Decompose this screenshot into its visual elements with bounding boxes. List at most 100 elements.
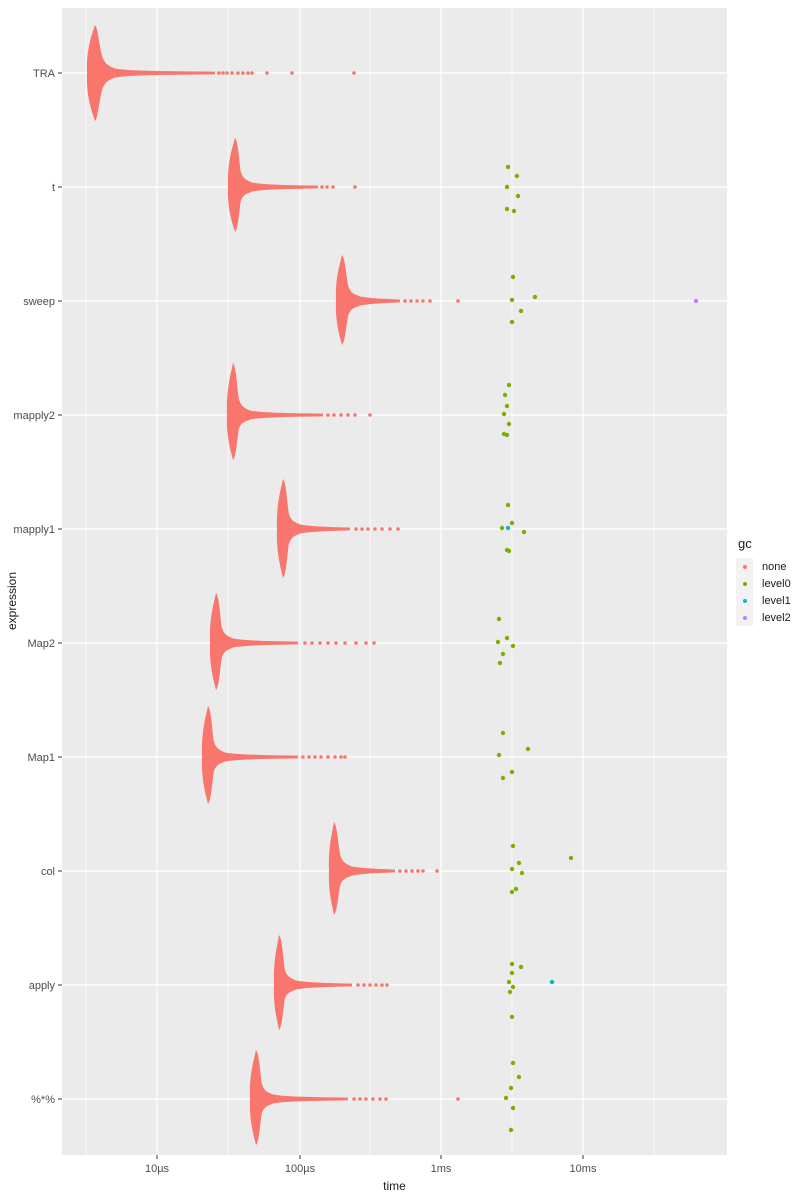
gc-dot-level0 bbox=[509, 889, 515, 895]
tail-dot bbox=[421, 869, 425, 873]
gc-dot-level0 bbox=[510, 843, 516, 849]
legend-key bbox=[736, 575, 753, 592]
tail-dot bbox=[319, 755, 323, 759]
tail-dot bbox=[246, 71, 250, 75]
tail-dot bbox=[421, 299, 425, 303]
x-tick-label: 10µs bbox=[145, 1163, 170, 1175]
tail-dot bbox=[303, 641, 307, 645]
tail-dot bbox=[307, 755, 311, 759]
tail-dot bbox=[356, 983, 360, 987]
gc-dot-level0 bbox=[518, 964, 524, 970]
tail-dot bbox=[236, 71, 240, 75]
legend-label: level0 bbox=[762, 577, 791, 590]
gc-dot-level0 bbox=[507, 989, 513, 995]
tail-dot bbox=[221, 71, 225, 75]
tail-dot bbox=[456, 1097, 460, 1101]
x-axis-title: time bbox=[383, 1179, 406, 1193]
gc-dot-level0 bbox=[513, 886, 519, 892]
tail-dot bbox=[334, 641, 338, 645]
gc-dot-level0 bbox=[525, 746, 531, 752]
gc-dot-level0 bbox=[518, 308, 524, 314]
gc-dot-level0 bbox=[495, 639, 501, 645]
violin-t bbox=[227, 138, 318, 232]
legend-dot-icon bbox=[742, 564, 747, 569]
tail-dot bbox=[403, 299, 407, 303]
legend-items: none level0 level1 level2 bbox=[736, 558, 791, 626]
tail-dot bbox=[217, 71, 221, 75]
tail-dot bbox=[241, 71, 245, 75]
legend-title: gc bbox=[738, 536, 752, 551]
tail-dot bbox=[333, 755, 337, 759]
tail-dot bbox=[428, 299, 432, 303]
tail-dot bbox=[325, 185, 329, 189]
gc-dot-level0 bbox=[510, 1060, 516, 1066]
tail-dot bbox=[352, 1097, 356, 1101]
tail-dot bbox=[416, 869, 420, 873]
gc-dot-level1 bbox=[549, 979, 555, 985]
legend-label: level2 bbox=[762, 611, 791, 624]
tail-dot bbox=[354, 641, 358, 645]
gc-dot-level0 bbox=[532, 294, 538, 300]
gc-dot-level0 bbox=[510, 643, 516, 649]
gc-dot-level0 bbox=[496, 616, 502, 622]
tail-dot bbox=[332, 413, 336, 417]
legend-item-none: none bbox=[736, 558, 791, 575]
legend-item-level1: level1 bbox=[736, 592, 791, 609]
gc-dot-level0 bbox=[509, 866, 515, 872]
tail-dot bbox=[380, 983, 384, 987]
gc-dot-level0 bbox=[504, 184, 510, 190]
gc-dot-level0 bbox=[510, 984, 516, 990]
tail-dot bbox=[339, 755, 343, 759]
tail-dot bbox=[310, 641, 314, 645]
gc-dot-level0 bbox=[496, 752, 502, 758]
violin-sweep bbox=[335, 255, 400, 345]
legend-key bbox=[736, 558, 753, 575]
gc-dot-level0 bbox=[505, 502, 511, 508]
tail-dot bbox=[358, 1097, 362, 1101]
tail-dot bbox=[230, 71, 234, 75]
y-axis-title: expression bbox=[5, 571, 19, 631]
gc-dot-level0 bbox=[500, 775, 506, 781]
tail-dot bbox=[364, 1097, 368, 1101]
gc-dot-level0 bbox=[503, 1095, 509, 1101]
tail-dot bbox=[410, 869, 414, 873]
legend-label: none bbox=[762, 560, 787, 573]
gc-dot-level0 bbox=[504, 206, 510, 212]
gc-dot-level0 bbox=[516, 860, 522, 866]
gc-dot-level0 bbox=[509, 769, 515, 775]
tail-dot bbox=[326, 641, 330, 645]
tail-dot bbox=[368, 413, 372, 417]
gc-dot-level0 bbox=[521, 529, 527, 535]
gc-dot-level0 bbox=[500, 651, 506, 657]
gc-dot-level0 bbox=[504, 403, 510, 409]
violin-apply bbox=[273, 935, 352, 1030]
gc-dot-level0 bbox=[506, 421, 512, 427]
tail-dot bbox=[343, 641, 347, 645]
gc-dot-level0 bbox=[509, 319, 515, 325]
tail-dot bbox=[396, 527, 400, 531]
tail-dot bbox=[373, 527, 377, 531]
gc-dot-level0 bbox=[499, 525, 505, 531]
tail-dot bbox=[366, 527, 370, 531]
violin-mapply2 bbox=[226, 363, 323, 460]
legend-dot-icon bbox=[742, 615, 747, 620]
gc-dot-level0 bbox=[511, 208, 517, 214]
tail-dot bbox=[326, 755, 330, 759]
tail-dot bbox=[371, 1097, 375, 1101]
legend-dot-icon bbox=[742, 598, 747, 603]
tail-dot bbox=[409, 299, 413, 303]
legend-item-level0: level0 bbox=[736, 575, 791, 592]
tail-dot bbox=[326, 413, 330, 417]
gc-dot-level0 bbox=[508, 1085, 514, 1091]
legend: gc none level0 level1 level2 bbox=[736, 536, 791, 626]
tail-dot bbox=[415, 299, 419, 303]
plot-panel bbox=[62, 8, 727, 1155]
tail-dot bbox=[398, 869, 402, 873]
tail-dot bbox=[225, 71, 229, 75]
tail-dot bbox=[313, 755, 317, 759]
gc-dot-level0 bbox=[519, 870, 525, 876]
x-tick-label: 10ms bbox=[570, 1163, 597, 1175]
gc-dot-level0 bbox=[509, 1014, 515, 1020]
tail-dot bbox=[346, 413, 350, 417]
gc-dot-level0 bbox=[504, 432, 510, 438]
